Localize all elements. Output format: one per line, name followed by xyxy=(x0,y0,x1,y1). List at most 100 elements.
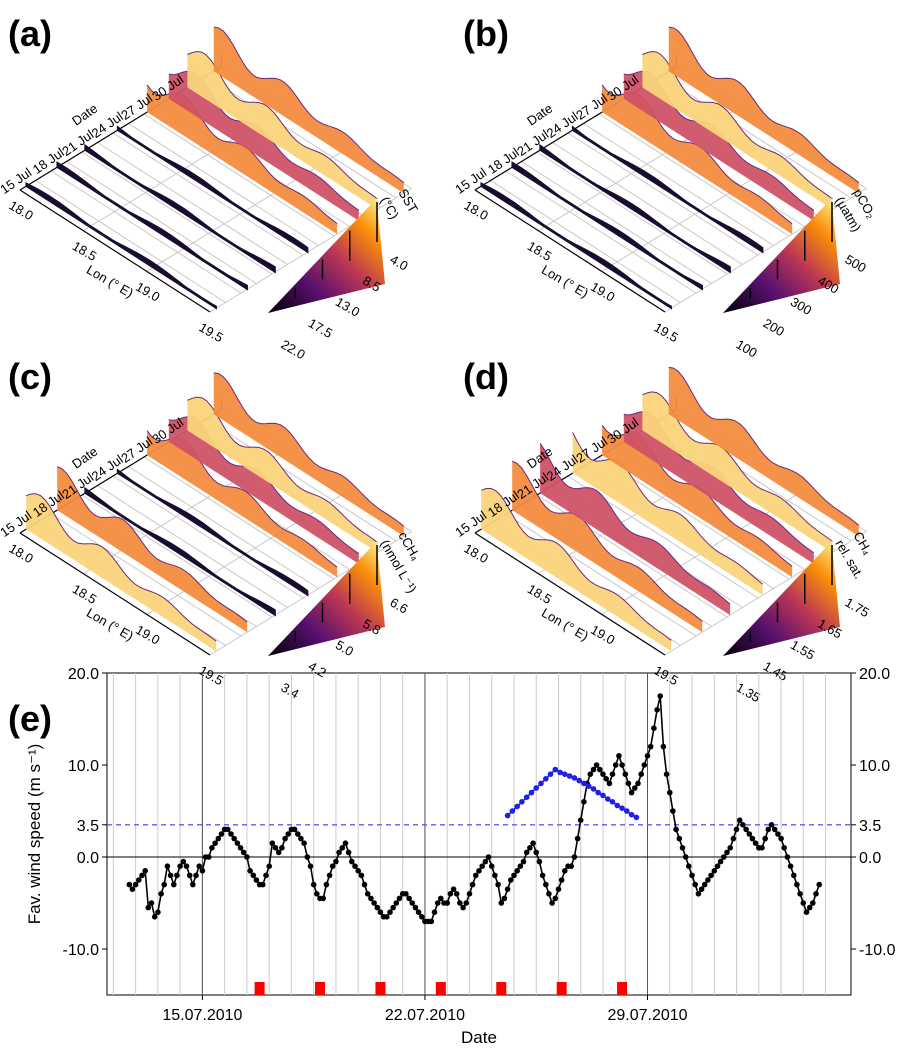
ridge-outline xyxy=(56,466,248,623)
wind-speed-point xyxy=(438,895,444,902)
wind-speed-point xyxy=(778,835,784,842)
wind-speed-point xyxy=(546,891,552,897)
date-grid-line xyxy=(143,113,335,237)
wind-speed-point xyxy=(686,863,692,869)
wind-speed-point xyxy=(517,863,524,869)
y-tick-label-right: 10.0 xyxy=(859,758,890,775)
colorbar-tick-label: 6.6 xyxy=(388,595,411,617)
wind-speed-point xyxy=(244,854,250,860)
wind-speed-point xyxy=(266,863,273,869)
blue-series-point xyxy=(624,808,630,814)
y-tick-label-right: 0.0 xyxy=(859,850,881,867)
ridge-track xyxy=(84,486,276,617)
colorbar-tick-label: 4.0 xyxy=(388,252,411,274)
wind-speed-point xyxy=(791,872,797,879)
wind-speed-point xyxy=(794,881,800,888)
wind-speed-point xyxy=(155,909,161,915)
wind-speed-point xyxy=(371,900,377,906)
ridge-outline xyxy=(26,493,217,642)
wind-speed-point xyxy=(558,877,565,883)
wind-speed-point xyxy=(619,762,625,768)
wind-speed-point xyxy=(581,799,587,805)
wind-speed-point xyxy=(482,858,489,865)
y-tick-label-left: 3.5 xyxy=(77,818,99,835)
wind-speed-point xyxy=(616,753,622,759)
date-grid-line xyxy=(490,180,681,303)
lon-tick-label: 19.5 xyxy=(652,320,681,346)
wind-speed-point xyxy=(539,872,546,879)
wind-speed-point xyxy=(803,909,810,915)
wind-speed-point xyxy=(387,909,393,915)
wind-speed-point xyxy=(333,858,339,865)
wind-speed-point xyxy=(269,840,276,846)
date-grid-line xyxy=(567,132,759,256)
wind-speed-point xyxy=(390,904,397,911)
ridge-track xyxy=(668,367,859,537)
lon-tick-label: 18.0 xyxy=(7,541,36,567)
wind-speed-point xyxy=(775,831,781,837)
wind-speed-point xyxy=(228,831,234,837)
lon-grid-line xyxy=(209,188,412,313)
red-marker xyxy=(496,982,507,995)
wind-speed-point xyxy=(625,780,632,787)
ridge-track xyxy=(187,397,378,553)
wind-speed-point xyxy=(428,918,435,925)
ridge-track xyxy=(116,468,309,597)
wind-speed-point xyxy=(326,872,333,879)
lon-tick-label: 19.5 xyxy=(197,663,226,689)
lon-grid-line xyxy=(664,188,867,313)
wind-speed-point xyxy=(250,872,257,879)
date-grid-line xyxy=(552,142,743,265)
lon-grid-line xyxy=(209,531,412,656)
lon-tick-label: 19.0 xyxy=(588,279,617,305)
wind-speed-point xyxy=(377,909,384,915)
wind-speed-point xyxy=(234,840,241,846)
wind-speed-point xyxy=(721,854,727,860)
wind-speed-point xyxy=(225,826,231,833)
blue-series-point xyxy=(504,812,511,819)
date-grid-line xyxy=(50,513,242,637)
wind-speed-point xyxy=(752,840,759,846)
y-tick-label-left: 0.0 xyxy=(77,850,99,867)
wind-speed-point xyxy=(212,840,218,846)
y-tick-label-right: 3.5 xyxy=(859,818,881,835)
ridge-outline xyxy=(481,487,672,641)
wind-speed-point xyxy=(469,881,476,888)
colorbar-tick-label: 4.2 xyxy=(306,658,329,680)
colorbar-tick-label: 500 xyxy=(843,252,869,276)
wind-speed-point xyxy=(520,858,527,865)
wind-speed-point xyxy=(434,900,441,906)
wind-speed-point xyxy=(485,854,492,860)
wind-speed-point xyxy=(568,863,574,869)
wind-speed-point xyxy=(237,845,244,851)
wind-speed-point xyxy=(174,872,180,879)
blue-series-point xyxy=(609,799,616,805)
blue-series-point xyxy=(538,780,544,787)
wind-speed-point xyxy=(673,826,679,833)
blue-series-point xyxy=(566,773,573,779)
lon-tick-label: 19.0 xyxy=(133,279,162,305)
wind-speed-point xyxy=(736,817,743,823)
colorbar-wedge xyxy=(723,198,840,313)
wind-speed-point xyxy=(679,845,686,851)
ridge-track xyxy=(168,416,359,564)
ridge-track xyxy=(512,461,703,633)
wind-speed-point xyxy=(231,835,237,842)
wind-speed-point xyxy=(415,909,422,915)
wind-speed-point xyxy=(361,881,368,888)
wind-speed-point xyxy=(450,886,457,892)
panel-e: (e) 20.0 20.0 10.0 10.0 3.5 3.5 0.0 0.0 -10.0 -10.… xyxy=(8,666,896,1047)
blue-series-point xyxy=(614,802,621,809)
wind-speed-point xyxy=(447,891,454,897)
wind-speed-point xyxy=(453,891,460,897)
wind-speed-point xyxy=(215,835,222,842)
wind-speed-point xyxy=(196,863,202,869)
wind-speed-point xyxy=(660,743,667,750)
wind-speed-point xyxy=(689,872,695,879)
wind-speed-point xyxy=(695,891,702,897)
blue-series-point xyxy=(628,811,635,818)
panel-letter: (c) xyxy=(8,356,52,397)
wind-speed-point xyxy=(323,881,330,888)
ridge-track xyxy=(481,488,672,652)
